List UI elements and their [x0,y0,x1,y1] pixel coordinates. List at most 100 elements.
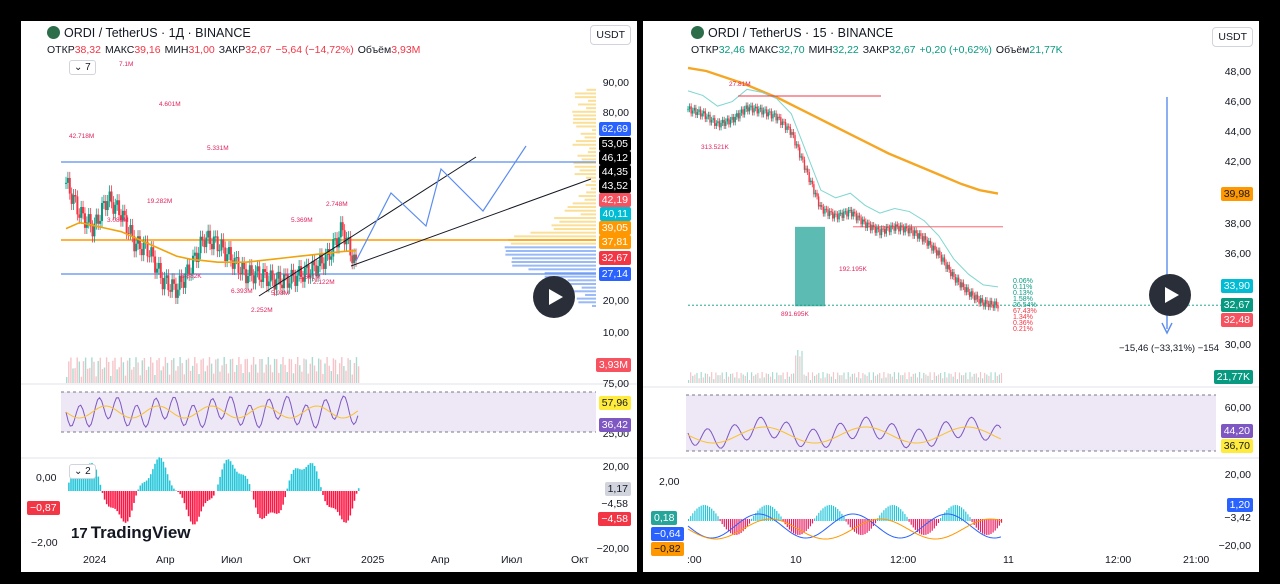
left-oscillator-toggle[interactable]: ⌄ 2 [69,464,96,479]
candle-body [262,269,264,282]
oscillator-bar [104,491,106,500]
volume-bar [978,377,979,383]
volume-bar [820,378,821,383]
oscillator-bar [749,519,750,524]
volume-bar [318,358,319,383]
candle-body [173,279,175,283]
oscillator-bar [167,474,169,491]
ohlc-value: +0,20 (+0,62%) [920,44,992,56]
price-tick: 90,00 [603,77,629,89]
candle-body [942,257,943,261]
candle-body [909,227,910,233]
price-tag: 44,35 [599,165,631,179]
chart-annotation: 3.089M [107,217,129,224]
oscillator-bar [894,505,895,521]
candle-body [881,228,882,235]
volume-bar [150,357,151,383]
candle-body [870,224,871,230]
oscillator-bar [969,517,970,521]
oscillator-bar [129,491,131,517]
oscillator-bar [747,519,748,526]
oscillator-bar [238,474,240,491]
volume-bar [724,379,725,383]
left-currency-button[interactable]: USDT [590,25,631,45]
ordi-logo-icon [691,26,704,39]
oscillator-bar [165,468,167,491]
volume-bar [194,357,195,383]
play-video-button[interactable] [1149,274,1191,316]
volume-bar [879,373,880,383]
volume-bar [881,378,882,383]
oscillator-bar [703,505,704,521]
volume-bar [255,364,256,383]
volume-profile-bar [575,96,596,98]
candle-body [856,214,857,221]
volume-bar [965,373,966,383]
candle-body [821,205,822,207]
play-video-button[interactable] [533,276,575,318]
oscillator-bar [169,480,171,491]
candle-body [914,230,915,235]
ohlc-value: 21,77K [1029,44,1062,56]
oscillator-bar [337,491,339,512]
oscillator-bar [278,491,280,513]
candle-body [823,207,824,214]
volume-bar [339,363,340,383]
oscillator-bar [144,482,146,491]
candle-body [996,301,997,305]
price-tick: 38,00 [1225,218,1251,230]
candle-body [882,228,883,229]
candle-body [827,209,828,216]
volume-bar [902,375,903,383]
candle-body [156,269,158,273]
candle-body [757,107,758,114]
volume-bar [93,362,94,383]
oscillator-bar [915,519,916,530]
price-tick: 46,00 [1225,96,1251,108]
oscillator-bar [909,519,910,522]
right-currency-button[interactable]: USDT [1212,27,1253,47]
oscillator-bar [804,519,805,533]
oscillator-bar [848,519,849,524]
volume-bar [766,373,767,383]
chart-annotation: 2.748M [326,201,348,208]
oscillator-bar [350,491,352,515]
volume-bar [925,375,926,383]
volume-bar [305,359,306,383]
left-indicators-toggle[interactable]: ⌄ 7 [69,60,96,75]
volume-bar [196,363,197,383]
candle-body [698,109,699,112]
candle-body [716,123,717,126]
candle-body [950,270,951,276]
oscillator-bar [692,513,693,521]
oscillator-bar [963,509,964,521]
oscillator-bar [707,506,708,521]
volume-bar [770,377,771,383]
candle-body [73,195,75,204]
oscillator-bar [196,491,198,521]
candle-body [949,265,950,270]
oscillator-bar [850,519,851,527]
volume-bar [728,377,729,383]
oscillator-bar [310,463,312,491]
candle-body [988,304,989,307]
oscillator-bar [722,519,723,524]
candle-body [788,126,789,127]
volume-bar [755,374,756,383]
price-tag: 39,05 [599,221,631,235]
volume-bar [692,376,693,383]
volume-bar [915,373,916,383]
volume-bar [896,379,897,383]
ohlc-label: МАКС [105,44,134,56]
candle-body [903,227,904,232]
candle-body [294,276,296,286]
oscillator-bar [116,491,118,511]
candle-body [893,226,894,230]
candle-body [805,169,806,170]
oscillator-bar [862,519,863,535]
candle-body [779,117,780,118]
oscillator-bar [709,507,710,521]
volume-bar [125,376,126,383]
volume-bar [253,357,254,383]
volume-profile-bar [552,224,596,226]
